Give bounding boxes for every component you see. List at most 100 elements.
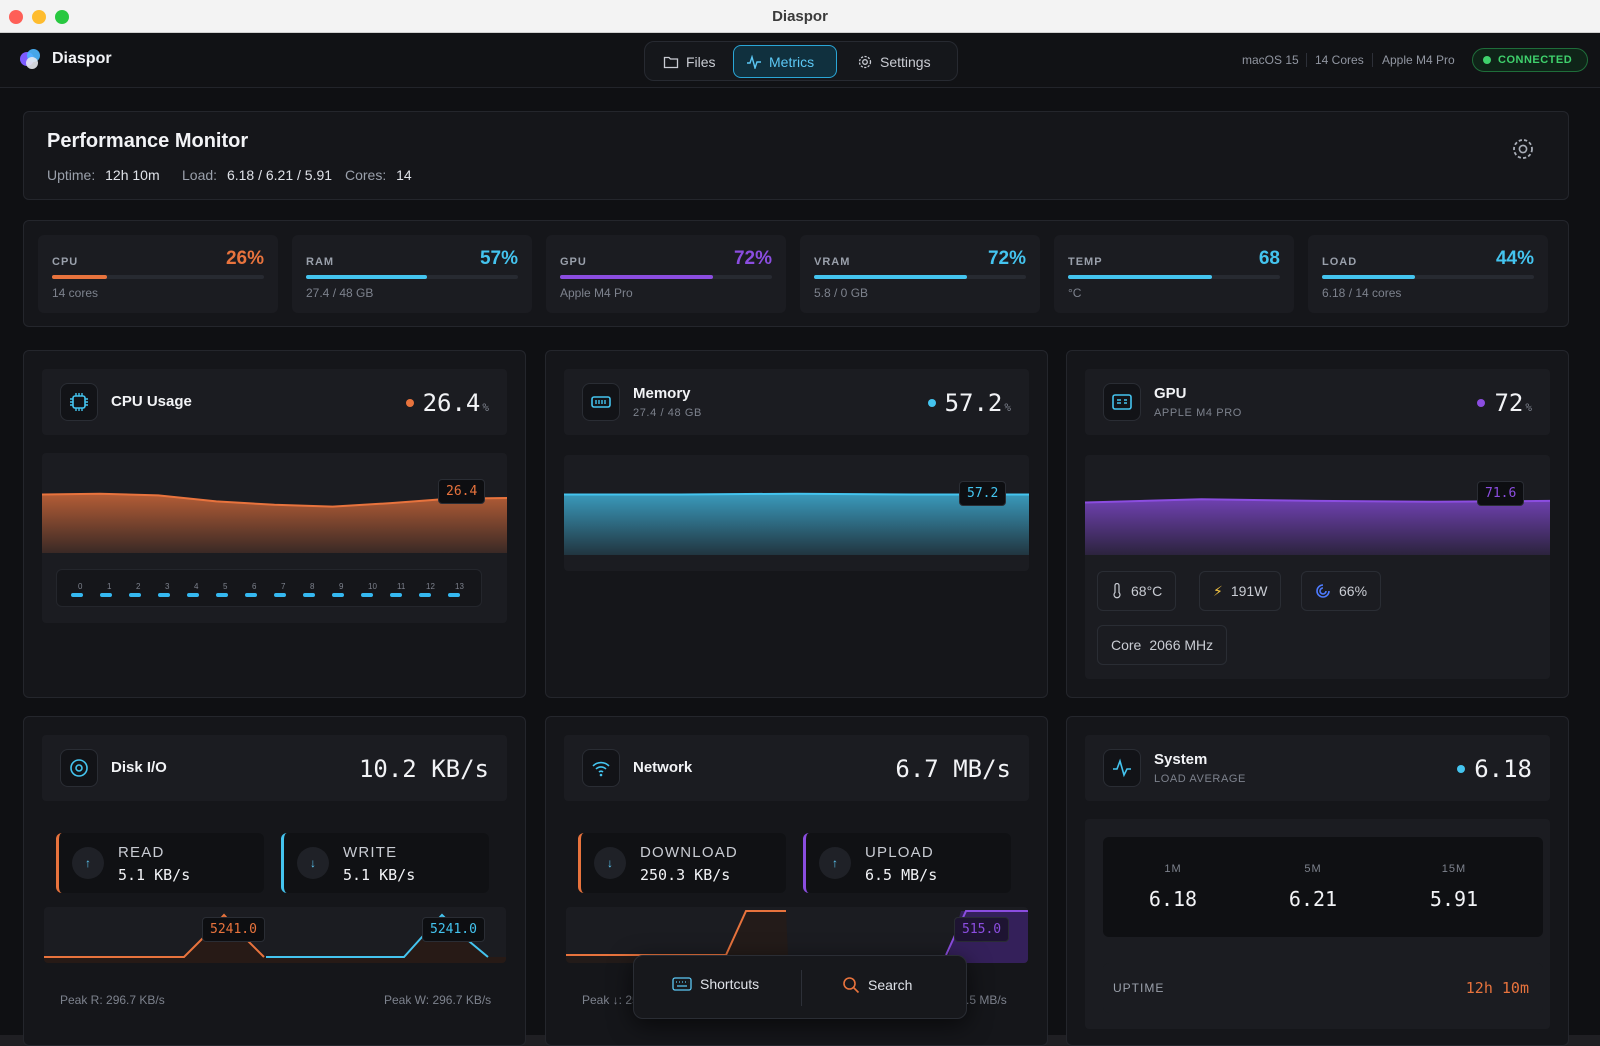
gpu-power-value: 191W (1230, 583, 1268, 599)
core-level-bar (100, 593, 112, 597)
gpu-icon (1103, 383, 1141, 421)
arrow-up-icon: ↑ (72, 847, 104, 879)
system-card-header: System LOAD AVERAGE 6.18 (1085, 735, 1550, 801)
gpu-card-subtitle: APPLE M4 PRO (1154, 407, 1242, 419)
gpu-core-clock-pill: Core 2066 MHz (1097, 625, 1228, 665)
load-label: Load: (182, 167, 218, 183)
core-level-bar (361, 593, 373, 597)
stat-progress-track (306, 275, 518, 279)
core-number: 9 (339, 582, 344, 591)
core-level-bar (71, 593, 83, 597)
window-title: Diaspor (772, 8, 828, 25)
core-level-bar (158, 593, 170, 597)
memory-history-chart (564, 492, 1029, 555)
stat-progress-fill (306, 275, 427, 279)
stat-tile-ram: RAM 57% 27.4 / 48 GB (292, 235, 532, 313)
cores-value: 14 (396, 167, 412, 183)
cpu-core-indicator: 2 (129, 582, 143, 597)
app-brand: Diaspor (52, 50, 112, 67)
tab-files[interactable]: Files (651, 45, 728, 78)
network-download-box: ↓ DOWNLOAD 250.3 KB/s (578, 833, 786, 893)
stat-sub: Apple M4 Pro (560, 286, 633, 300)
app-logo-icon (20, 49, 42, 71)
wifi-icon (582, 749, 620, 787)
top-bar: Diaspor Files Metrics Settings macOS 15 … (0, 33, 1600, 88)
search-button[interactable]: Search (842, 976, 912, 994)
arrow-down-icon: ↓ (297, 847, 329, 879)
load-5m-value: 6.21 (1288, 887, 1338, 911)
window-titlebar: Diaspor (0, 0, 1600, 33)
gpu-temp-value: 68°C (1131, 583, 1163, 599)
lightning-icon: ⚡ (1213, 582, 1223, 599)
stat-label: TEMP (1068, 256, 1103, 268)
core-number: 2 (136, 582, 141, 591)
network-total-value: 6.7 MB/s (895, 755, 1011, 783)
floating-dock: Shortcuts Search (633, 955, 967, 1019)
tab-metrics[interactable]: Metrics (733, 45, 837, 78)
uptime-meta: Uptime: 12h 10m (47, 167, 160, 183)
performance-header: Performance Monitor Uptime: 12h 10m Load… (23, 111, 1569, 200)
load-15m-value: 5.91 (1429, 887, 1479, 911)
fan-icon (1316, 584, 1330, 598)
gpu-history-chart (1085, 498, 1550, 555)
system-card-title: System (1154, 751, 1208, 768)
core-number: 5 (223, 582, 228, 591)
stat-value: 44% (1495, 248, 1534, 269)
settings-gear-button[interactable] (1510, 136, 1536, 167)
gpu-core-label: Core (1111, 637, 1142, 653)
stat-strip: CPU 26% 14 cores RAM 57% 27.4 / 48 GB GPU 72% Ap… (23, 220, 1569, 327)
cpu-value-unit: % (482, 401, 489, 414)
load-average-box: 1M 6.18 5M 6.21 15M 5.91 (1103, 837, 1543, 937)
gpu-fan-value: 66% (1339, 583, 1368, 599)
load-1m: 1M 6.18 (1133, 863, 1213, 911)
history-area (1085, 499, 1550, 555)
network-card-title: Network (633, 759, 693, 776)
uptime-value: 12h 10m (105, 167, 160, 183)
core-number: 3 (165, 582, 170, 591)
gear-icon (858, 55, 872, 68)
load-1m-value: 6.18 (1148, 887, 1198, 911)
uptime-row-value: 12h 10m (1465, 979, 1529, 997)
stat-label: CPU (52, 256, 79, 268)
system-card: System LOAD AVERAGE 6.18 1M 6.18 5M 6.21… (1066, 716, 1569, 1046)
minimize-window-button[interactable] (32, 10, 46, 24)
cpu-core-indicator: 9 (332, 582, 346, 597)
tab-settings-label: Settings (880, 53, 931, 70)
stat-progress-fill (814, 275, 967, 279)
core-number: 6 (252, 582, 257, 591)
history-line (1085, 498, 1550, 504)
stat-tile-load: LOAD 44% 6.18 / 14 cores (1308, 235, 1548, 313)
core-level-bar (448, 593, 460, 597)
load-meta: Load: 6.18 / 6.21 / 5.91 (182, 167, 332, 183)
shortcuts-button[interactable]: Shortcuts (672, 976, 759, 992)
uptime-label: Uptime: (47, 167, 96, 183)
cpu-core-indicator: 8 (303, 582, 317, 597)
disk-chart: 5241.0 5241.0 (44, 907, 506, 963)
stat-progress-fill (560, 275, 713, 279)
core-level-bar (390, 593, 402, 597)
core-level-bar (274, 593, 286, 597)
cpu-icon (60, 383, 98, 421)
page-title: Performance Monitor (47, 130, 249, 152)
tab-settings[interactable]: Settings (845, 45, 943, 78)
stat-sub: 27.4 / 48 GB (306, 286, 374, 300)
cpu-core-indicator: 5 (216, 582, 230, 597)
core-level-bar (245, 593, 257, 597)
cpu-chart-tag: 26.4 (438, 479, 486, 504)
cpu-card-title: CPU Usage (111, 393, 192, 410)
close-window-button[interactable] (9, 10, 23, 24)
disk-peak-write: Peak W: 296.7 KB/s (384, 993, 492, 1007)
gpu-card-title: GPU (1154, 385, 1187, 402)
os-version: macOS 15 (1242, 53, 1299, 67)
network-card-header: Network 6.7 MB/s (564, 735, 1029, 801)
folder-icon (663, 56, 679, 68)
core-number: 11 (397, 582, 406, 591)
core-number: 8 (310, 582, 315, 591)
disk-peak-read: Peak R: 296.7 KB/s (60, 993, 165, 1007)
disk-card-title: Disk I/O (111, 759, 167, 776)
connection-status-label: CONNECTED (1498, 54, 1573, 66)
cpu-core-indicator: 13 (448, 582, 464, 597)
zoom-window-button[interactable] (55, 10, 69, 24)
network-upload-tag: 515.0 (954, 917, 1010, 942)
disk-read-label: READ (118, 844, 165, 861)
